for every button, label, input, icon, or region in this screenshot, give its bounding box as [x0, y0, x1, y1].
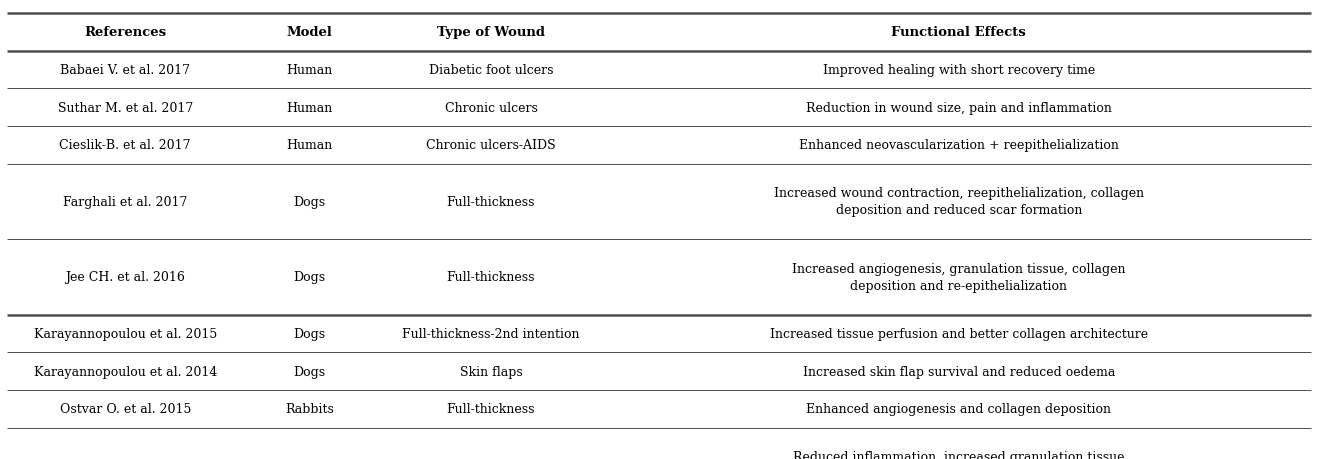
Text: Increased wound contraction, reepithelialization, collagen
deposition and reduce: Increased wound contraction, reepithelia…	[774, 187, 1144, 217]
Text: Full-thickness: Full-thickness	[447, 271, 535, 284]
Text: Karayannopoulou et al. 2015: Karayannopoulou et al. 2015	[33, 327, 217, 340]
Text: Dogs: Dogs	[294, 271, 326, 284]
Text: Functional Effects: Functional Effects	[891, 26, 1027, 39]
Text: Full-thickness: Full-thickness	[447, 403, 535, 415]
Text: Farghali et al. 2017: Farghali et al. 2017	[63, 196, 187, 208]
Text: Increased tissue perfusion and better collagen architecture: Increased tissue perfusion and better co…	[770, 327, 1148, 340]
Text: Model: Model	[287, 26, 332, 39]
Text: Human: Human	[286, 139, 333, 152]
Text: Improved healing with short recovery time: Improved healing with short recovery tim…	[822, 64, 1095, 77]
Text: Chronic ulcers: Chronic ulcers	[444, 101, 538, 114]
Text: Dogs: Dogs	[294, 365, 326, 378]
Text: Enhanced neovascularization + reepithelialization: Enhanced neovascularization + reepitheli…	[799, 139, 1119, 152]
Text: Type of Wound: Type of Wound	[438, 26, 544, 39]
Text: Cieslik-B. et al. 2017: Cieslik-B. et al. 2017	[59, 139, 191, 152]
Text: Increased skin flap survival and reduced oedema: Increased skin flap survival and reduced…	[803, 365, 1115, 378]
Text: Reduced inflammation, increased granulation tissue
formation and re-epithelializ: Reduced inflammation, increased granulat…	[793, 450, 1124, 459]
Text: Full-thickness: Full-thickness	[447, 196, 535, 208]
Text: Reduction in wound size, pain and inflammation: Reduction in wound size, pain and inflam…	[805, 101, 1112, 114]
Text: Enhanced angiogenesis and collagen deposition: Enhanced angiogenesis and collagen depos…	[807, 403, 1111, 415]
Text: Increased angiogenesis, granulation tissue, collagen
deposition and re-epithelia: Increased angiogenesis, granulation tiss…	[792, 262, 1126, 292]
Text: Full-thickness-2nd intention: Full-thickness-2nd intention	[402, 327, 580, 340]
Text: Babaei V. et al. 2017: Babaei V. et al. 2017	[61, 64, 190, 77]
Text: References: References	[84, 26, 166, 39]
Text: Skin flaps: Skin flaps	[460, 365, 522, 378]
Text: Suthar M. et al. 2017: Suthar M. et al. 2017	[58, 101, 192, 114]
Text: Chronic ulcers-AIDS: Chronic ulcers-AIDS	[426, 139, 556, 152]
Text: Karayannopoulou et al. 2014: Karayannopoulou et al. 2014	[33, 365, 217, 378]
Text: Ostvar O. et al. 2015: Ostvar O. et al. 2015	[59, 403, 191, 415]
Text: Diabetic foot ulcers: Diabetic foot ulcers	[428, 64, 554, 77]
Text: Dogs: Dogs	[294, 196, 326, 208]
Text: Rabbits: Rabbits	[285, 403, 335, 415]
Text: Human: Human	[286, 101, 333, 114]
Text: Dogs: Dogs	[294, 327, 326, 340]
Text: Jee CH. et al. 2016: Jee CH. et al. 2016	[66, 271, 185, 284]
Text: Human: Human	[286, 64, 333, 77]
